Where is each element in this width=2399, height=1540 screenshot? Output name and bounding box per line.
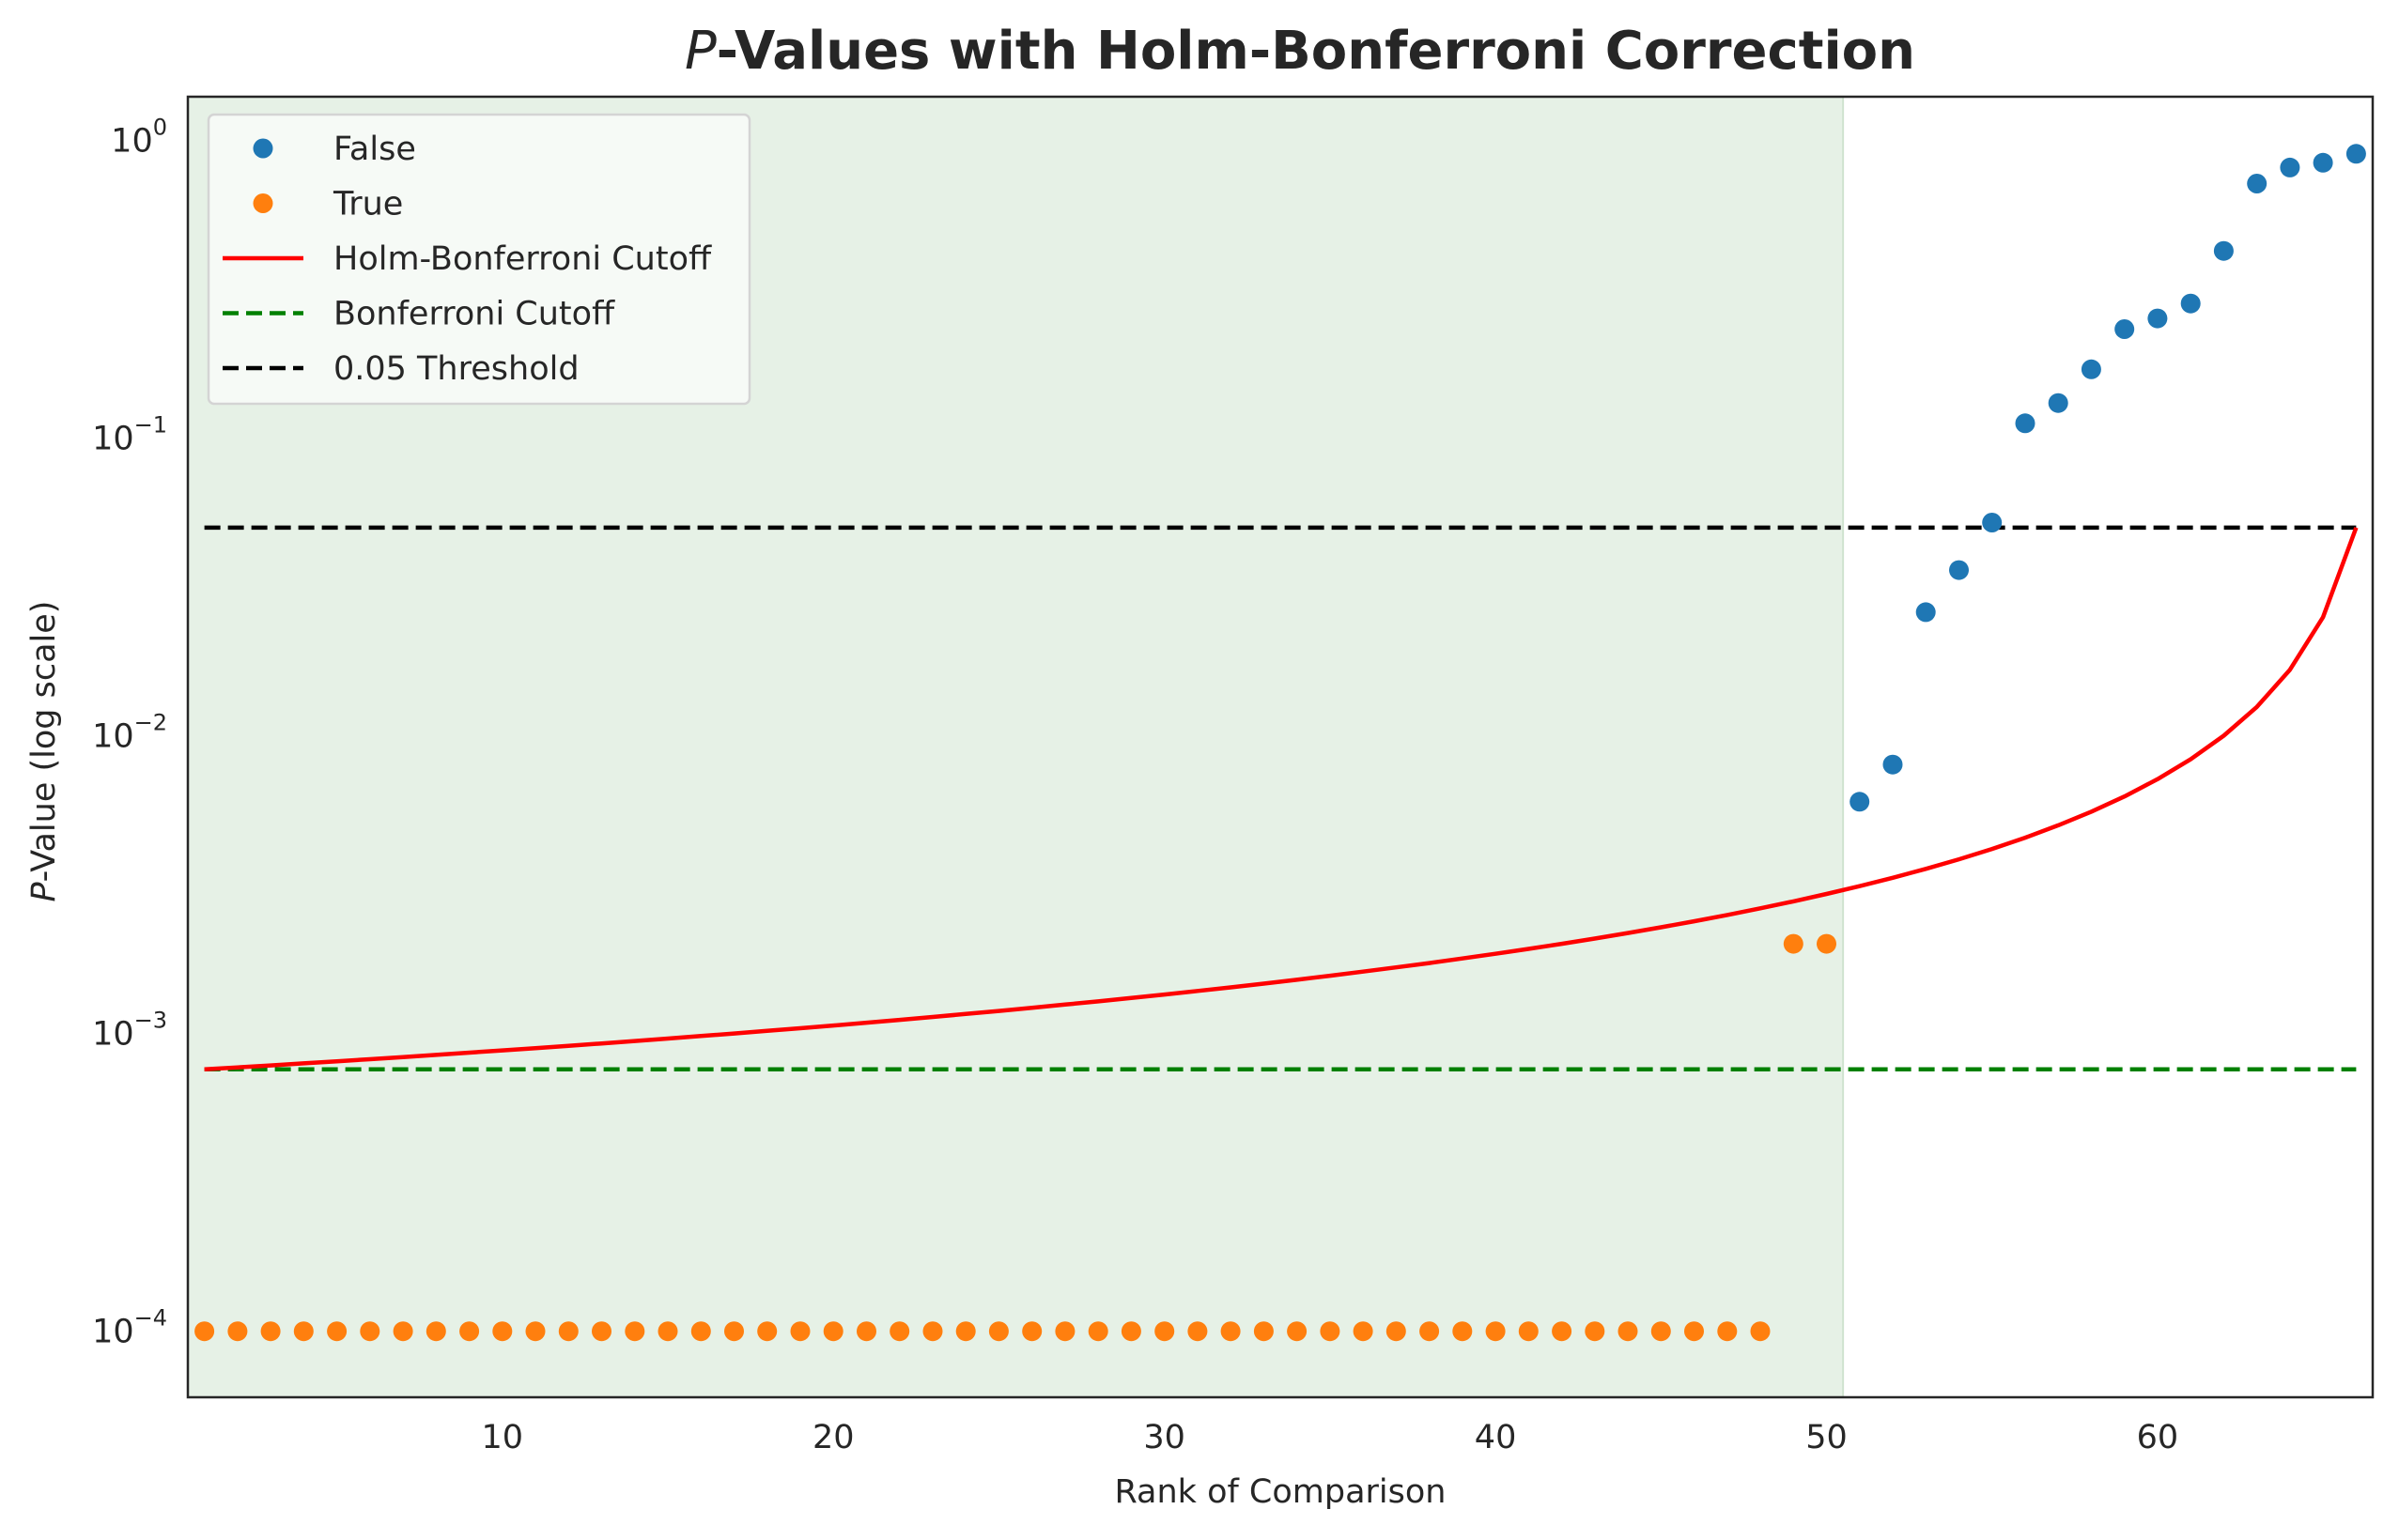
point-false <box>2081 359 2101 379</box>
point-false <box>2313 152 2333 173</box>
point-false <box>1850 792 1870 812</box>
point-false <box>2147 308 2168 329</box>
point-true <box>1287 1321 1308 1342</box>
point-true <box>260 1321 281 1342</box>
point-true <box>393 1321 413 1342</box>
point-true <box>922 1321 943 1342</box>
point-true <box>525 1321 546 1342</box>
point-true <box>227 1321 248 1342</box>
point-true <box>492 1321 513 1342</box>
x-tick-label: 30 <box>1143 1419 1185 1456</box>
point-false <box>2048 393 2068 413</box>
point-true <box>1684 1321 1704 1342</box>
point-true <box>724 1321 744 1342</box>
point-true <box>1220 1321 1241 1342</box>
point-true <box>1750 1321 1771 1342</box>
point-false <box>1915 602 1936 623</box>
holm-bonferroni-cutoff-path <box>204 527 2359 1072</box>
point-true <box>1518 1321 1539 1342</box>
y-tick-label: 10−4 <box>92 1305 167 1351</box>
x-axis-label: Rank of Comparison <box>1115 1473 1447 1511</box>
point-true <box>592 1321 611 1342</box>
holm-bonferroni-cutoff-line <box>204 527 2359 1072</box>
y-tick-label: 10−2 <box>92 709 167 755</box>
point-true <box>658 1321 678 1342</box>
point-true <box>823 1321 844 1342</box>
point-true <box>1617 1321 1638 1342</box>
point-true <box>757 1321 778 1342</box>
point-false <box>1882 754 1903 775</box>
point-true <box>1385 1321 1406 1342</box>
point-true <box>1154 1321 1175 1342</box>
legend-label-true: True <box>333 186 403 223</box>
legend-label-holm-bonferroni-cutoff: Holm-Bonferroni Cutoff <box>333 240 712 278</box>
legend: False True Holm-Bonferroni Cutoff Bonferron… <box>207 113 751 406</box>
chart-title: P-Values with Holm-Bonferroni Correction <box>685 21 1915 82</box>
point-true <box>1022 1321 1043 1342</box>
point-true <box>1187 1321 1208 1342</box>
point-true <box>293 1321 314 1342</box>
point-true <box>1485 1321 1506 1342</box>
point-true <box>1419 1321 1440 1342</box>
y-tick-label: 10−1 <box>92 411 167 457</box>
legend-label-bonferroni-cutoff: Bonferroni Cutoff <box>333 296 615 333</box>
point-false <box>2213 240 2234 261</box>
legend-box <box>207 113 751 406</box>
point-false <box>2345 144 2366 164</box>
point-true <box>360 1321 380 1342</box>
y-tick-label: 100 <box>111 114 167 160</box>
point-false <box>2180 293 2201 314</box>
point-true <box>1817 933 1836 954</box>
point-true <box>690 1321 711 1342</box>
point-true <box>1055 1321 1076 1342</box>
point-true <box>955 1321 976 1342</box>
data-points <box>194 144 2366 1342</box>
legend-label-false: False <box>333 131 416 168</box>
point-true <box>1253 1321 1274 1342</box>
y-axis-ticks: 10−4 10−3 10−2 10−1 100 <box>92 114 167 1350</box>
x-tick-label: 50 <box>1805 1419 1848 1456</box>
point-true <box>1650 1321 1671 1342</box>
point-true <box>625 1321 645 1342</box>
x-tick-label: 20 <box>813 1419 855 1456</box>
point-true <box>1088 1321 1108 1342</box>
point-true <box>1783 933 1803 954</box>
point-false <box>1982 513 2003 532</box>
point-false <box>2280 157 2300 177</box>
legend-label-0-05-threshold: 0.05 Threshold <box>333 350 580 388</box>
x-axis-ticks: 10 20 30 40 50 60 <box>482 1419 2179 1456</box>
plot-frame <box>186 95 2375 1399</box>
y-axis-label: P-Value (log scale) <box>25 601 63 902</box>
point-true <box>1717 1321 1738 1342</box>
point-true <box>558 1321 579 1342</box>
point-true <box>459 1321 480 1342</box>
y-tick-label: 10−3 <box>92 1008 167 1054</box>
point-false <box>2247 174 2267 193</box>
point-true <box>1452 1321 1473 1342</box>
point-true <box>988 1321 1009 1342</box>
point-true <box>327 1321 348 1342</box>
point-true <box>426 1321 446 1342</box>
x-tick-label: 60 <box>2137 1419 2179 1456</box>
x-tick-label: 40 <box>1475 1419 1517 1456</box>
legend-marker-true <box>253 193 273 213</box>
point-true <box>1552 1321 1572 1342</box>
point-true <box>1585 1321 1605 1342</box>
point-true <box>890 1321 910 1342</box>
point-true <box>1121 1321 1141 1342</box>
point-true <box>194 1321 215 1342</box>
x-tick-label: 10 <box>482 1419 524 1456</box>
point-false <box>1949 560 1969 580</box>
point-false <box>2114 319 2135 339</box>
point-true <box>790 1321 811 1342</box>
point-true <box>1353 1321 1373 1342</box>
point-true <box>1320 1321 1340 1342</box>
point-false <box>2015 413 2035 434</box>
legend-marker-false <box>253 138 273 159</box>
point-true <box>857 1321 876 1342</box>
